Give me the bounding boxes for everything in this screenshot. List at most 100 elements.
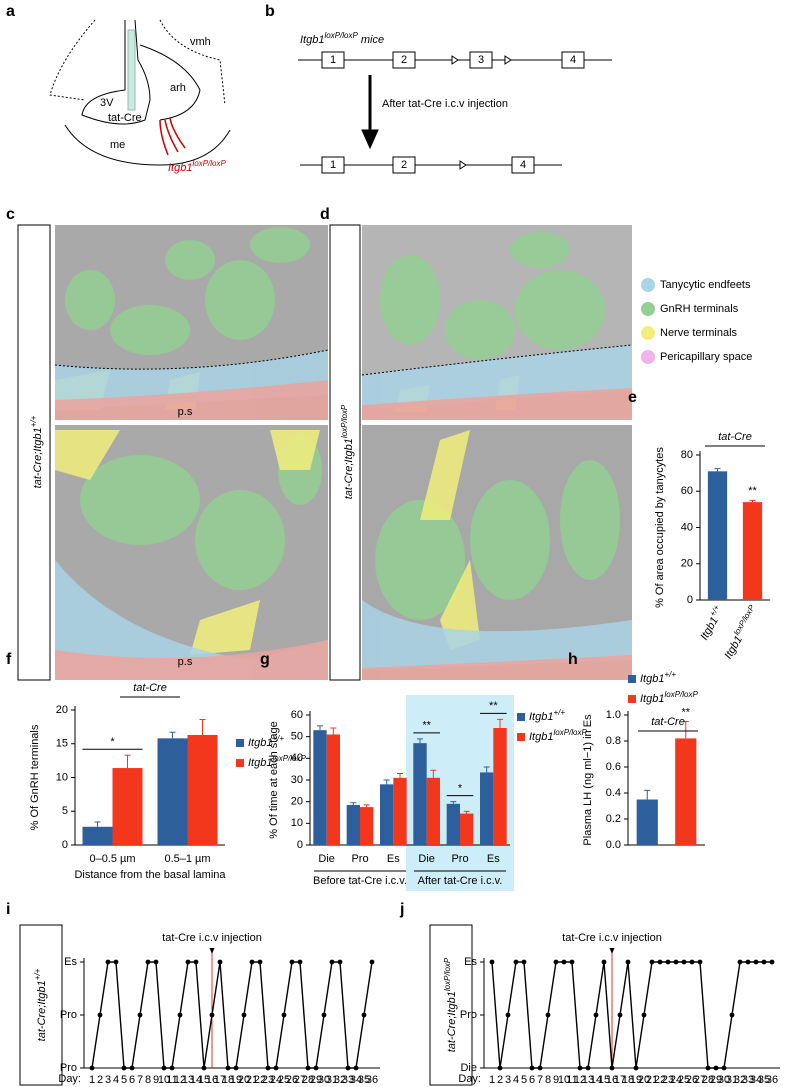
legend-label: Itgb1loxP/loxP [640, 690, 698, 705]
error-bar [483, 766, 490, 773]
panel-letter: i [6, 901, 10, 918]
y-tick-label: 0.6 [606, 761, 621, 773]
bar [346, 804, 360, 845]
bar [360, 807, 374, 845]
panel-letter: j [399, 901, 404, 918]
bar [636, 799, 658, 845]
x-tick-label: Pro [351, 853, 368, 865]
y-tick-label: 15 [56, 738, 68, 750]
side-label: tat-Cre;Itgb1+/+ [33, 968, 48, 1041]
x-tick-label: 21 [246, 1074, 258, 1086]
region-label: vmh [190, 36, 211, 48]
error-bar [749, 499, 756, 503]
x-tick-label: 24 [670, 1074, 682, 1086]
point [321, 1012, 327, 1018]
point [257, 959, 263, 965]
point [705, 1065, 711, 1071]
x-axis-label: Day: [58, 1073, 81, 1085]
y-tick-label: Pro [60, 1062, 77, 1074]
error-bar [169, 731, 176, 739]
error-bar [430, 769, 437, 778]
x-tick-label: 6 [129, 1074, 135, 1086]
x-tick-label: 13 [582, 1074, 594, 1086]
point [177, 1012, 183, 1018]
x-tick-label: Es [387, 853, 400, 865]
point [625, 959, 631, 965]
point [553, 959, 559, 965]
point [217, 959, 223, 965]
x-tick-label: 20 [638, 1074, 650, 1086]
point [497, 1065, 503, 1071]
point [521, 959, 527, 965]
x-tick-label: 8 [545, 1074, 551, 1086]
significance: * [110, 736, 115, 748]
bar [460, 813, 474, 845]
point [673, 959, 679, 965]
y-tick-label: 0.4 [606, 787, 621, 799]
point [713, 1065, 719, 1071]
point [609, 1065, 615, 1071]
y-tick-label: 0 [297, 839, 303, 851]
x-tick-label: 36 [766, 1074, 778, 1086]
x-tick-label: 19 [230, 1074, 242, 1086]
panel-letter: f [6, 651, 12, 668]
x-tick-label: 14 [190, 1074, 202, 1086]
x-tick-label: 1 [89, 1074, 95, 1086]
x-tick-label: Die [318, 853, 335, 865]
error-bar [714, 468, 721, 472]
panel-letter: h [568, 651, 578, 668]
significance: ** [748, 485, 757, 497]
bar [82, 826, 113, 845]
y-tick-label: 50 [291, 731, 303, 743]
bar [393, 777, 407, 845]
bar [157, 738, 188, 845]
x-tick-label: 5 [521, 1074, 527, 1086]
space-label: p.s [178, 406, 193, 418]
point [209, 1012, 215, 1018]
x-tick-label: 9 [153, 1074, 159, 1086]
exon-label: 4 [570, 54, 576, 66]
legend-swatch [641, 302, 655, 316]
y-axis-label: Plasma LH (ng ml−1) in Es [582, 714, 594, 846]
x-tick-label: 1 [489, 1074, 495, 1086]
panel-letter: e [628, 389, 637, 406]
x-tick-label: 32 [734, 1074, 746, 1086]
y-tick-label: 30 [291, 774, 303, 786]
x-axis-label: Day: [458, 1073, 481, 1085]
x-tick-label: 23 [662, 1074, 674, 1086]
x-tick-label: 13 [182, 1074, 194, 1086]
region-label: 3V [100, 97, 114, 109]
x-tick-label: 27 [294, 1074, 306, 1086]
point [489, 959, 495, 965]
x-tick-label: 36 [366, 1074, 378, 1086]
x-tick-label: 22 [254, 1074, 266, 1086]
point [617, 1012, 623, 1018]
legend-label: Itgb1+/+ [640, 670, 676, 685]
x-tick-label: 33 [342, 1074, 354, 1086]
chart-title: tat-Cre [133, 682, 167, 694]
y-tick-label: 5 [62, 805, 68, 817]
point [561, 959, 567, 965]
point [313, 1065, 319, 1071]
legend-label: Itgb1+/+ [248, 734, 284, 749]
point [153, 959, 159, 965]
legend-swatch [517, 713, 525, 721]
x-tick-label: 28 [302, 1074, 314, 1086]
y-tick-label: 0 [62, 839, 68, 851]
y-tick-label: Pro [60, 1009, 77, 1021]
x-tick-label: 19 [630, 1074, 642, 1086]
legend-swatch [517, 733, 525, 741]
point [361, 1012, 367, 1018]
chart-title: tat-Cre [651, 716, 685, 728]
x-tick-label: 12 [574, 1074, 586, 1086]
line [91, 961, 373, 1069]
x-tick-label: 27 [694, 1074, 706, 1086]
bar [707, 471, 728, 600]
y-tick-label: 60 [681, 485, 693, 497]
x-tick-label: 20 [238, 1074, 250, 1086]
bar [675, 738, 697, 845]
x-tick-label: 24 [270, 1074, 282, 1086]
point [593, 1012, 599, 1018]
micrographs [54, 225, 633, 680]
